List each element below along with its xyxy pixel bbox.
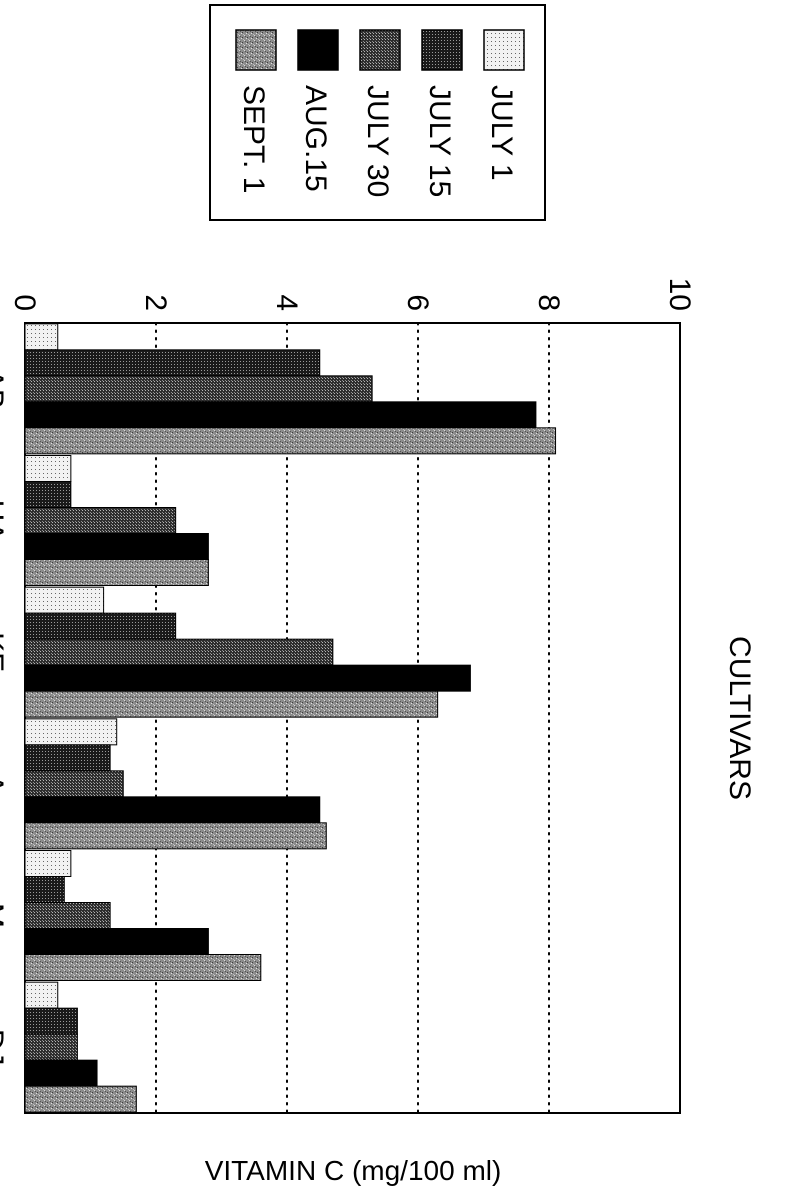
bar-a-3 (24, 770, 124, 798)
legend-label: JULY 30 (361, 85, 394, 197)
y-tick-label: 6 (401, 294, 434, 311)
legend-label: SEPT. 1 (237, 85, 270, 193)
bar-ab-5 (24, 427, 557, 455)
legend-swatch (483, 29, 525, 71)
bar-ha-1 (24, 455, 72, 482)
plot-frame (24, 322, 681, 1114)
bar-a-4 (24, 796, 321, 824)
legend-swatch (235, 29, 277, 71)
legend-label: JULY 15 (423, 85, 456, 197)
x-tick-label: AB (0, 369, 9, 409)
y-tick-label: 10 (663, 278, 696, 311)
x-tick-label: M (0, 903, 9, 928)
y-axis-label: VITAMIN C (mg/100 ml) (205, 1155, 502, 1186)
x-tick-label: A (0, 774, 9, 794)
legend: JULY 1 JULY 15 JULY 30 AUG.15 SEPT. 1 (209, 4, 546, 221)
legend-label: JULY 1 (485, 85, 518, 181)
x-tick-label: HA (0, 500, 9, 542)
bar-ke-4 (24, 664, 471, 692)
bar-m-4 (24, 928, 209, 955)
y-tick-label: 4 (270, 294, 303, 311)
bar-m-3 (24, 902, 111, 929)
bar-dj-1 (24, 981, 59, 1009)
y-tick-label: 8 (532, 294, 565, 311)
legend-swatch (359, 29, 401, 71)
bar-m-2 (24, 876, 65, 903)
bar-ke-1 (24, 586, 105, 614)
bar-dj-5 (24, 1085, 137, 1113)
x-tick-label: KE (0, 632, 9, 672)
bar-ha-5 (24, 559, 209, 586)
bar-dj-3 (24, 1033, 78, 1061)
bar-m-5 (24, 954, 262, 981)
bar-ha-4 (24, 533, 209, 560)
bar-a-2 (24, 744, 111, 772)
legend-swatch (297, 29, 339, 71)
bar-ke-5 (24, 690, 439, 718)
bar-a-5 (24, 822, 327, 850)
legend-label: AUG.15 (299, 85, 332, 192)
bar-ke-3 (24, 638, 334, 666)
bar-ha-2 (24, 481, 72, 508)
bar-dj-4 (24, 1059, 98, 1087)
legend-frame (209, 4, 546, 221)
bar-ab-3 (24, 375, 373, 403)
x-axis-label: CULTIVARS (723, 636, 756, 800)
y-tick-label: 2 (139, 294, 172, 311)
legend-swatch (421, 29, 463, 71)
y-tick-label: 0 (8, 294, 41, 311)
bar-dj-2 (24, 1007, 78, 1035)
x-tick-label: DJ (0, 1029, 9, 1066)
bar-ab-4 (24, 401, 537, 429)
bar-m-1 (24, 850, 72, 877)
bar-ab-1 (24, 323, 59, 351)
bar-ha-3 (24, 507, 177, 534)
bar-ke-2 (24, 612, 177, 640)
bar-a-1 (24, 718, 118, 746)
bar-ab-2 (24, 349, 321, 377)
